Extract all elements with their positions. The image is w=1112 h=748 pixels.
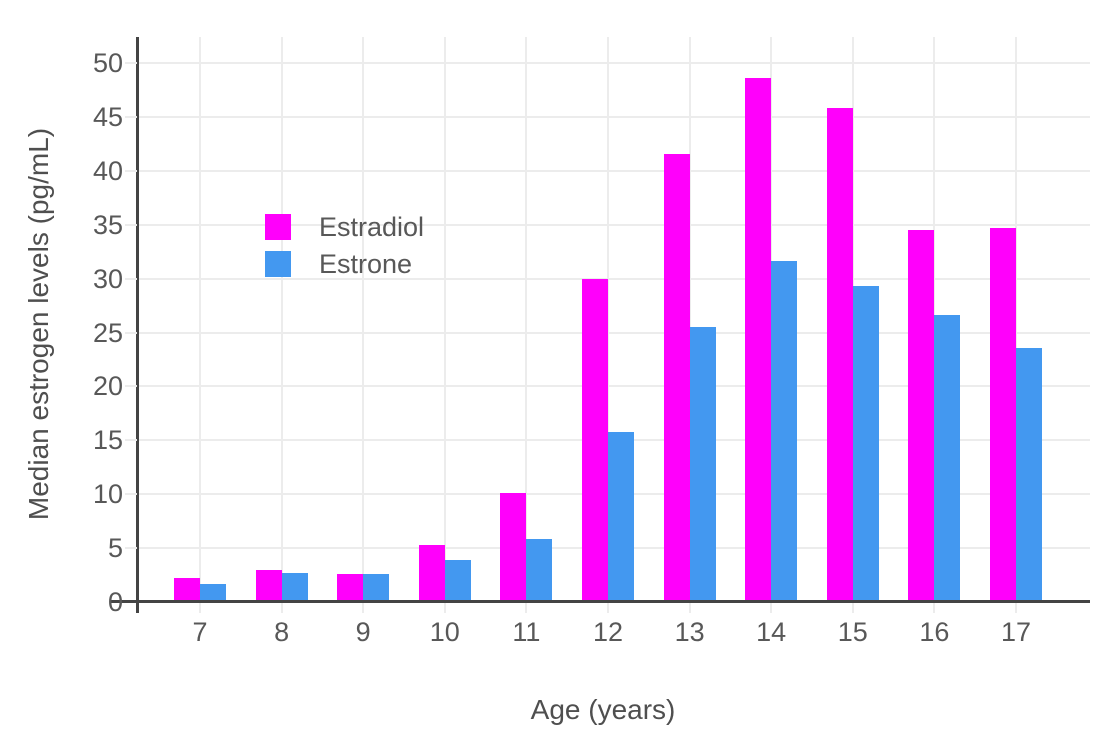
x-tick-label-17: 17	[1000, 617, 1032, 647]
x-axis-title: Age (years)	[530, 694, 676, 725]
bar-estrone-age-9	[363, 574, 390, 602]
x-tick-10	[443, 603, 446, 613]
legend-swatch-estradiol-icon	[265, 214, 291, 240]
bar-estrone-age-7	[200, 584, 226, 602]
x-tick-label-11: 11	[512, 617, 541, 647]
legend-item-estradiol: Estradiol	[265, 211, 425, 242]
y-tick-label-20: 20	[92, 371, 123, 402]
bar-estradiol-age-13	[663, 154, 690, 602]
bar-estrone-age-12	[608, 432, 634, 602]
bar-estradiol-age-9	[337, 574, 364, 602]
gridline-x-10	[443, 37, 446, 602]
x-tick-label-15: 15	[837, 617, 868, 647]
y-tick-label-50: 50	[92, 48, 123, 78]
bar-estrone-age-15	[852, 286, 879, 602]
legend: Estradiol Estrone	[265, 211, 425, 288]
legend-swatch-estrone-icon	[265, 251, 291, 277]
x-tick-label-9: 9	[355, 617, 371, 647]
gridline-y-45	[138, 115, 1090, 118]
x-tick-15	[851, 603, 854, 613]
y-tick-45	[125, 115, 137, 118]
y-tick-label-35: 35	[92, 209, 123, 240]
y-tick-label-10: 10	[92, 479, 123, 510]
y-tick-35	[125, 223, 137, 226]
y-tick-40	[125, 169, 137, 172]
bar-estradiol-age-14	[745, 78, 772, 602]
gridline-x-11	[525, 37, 528, 602]
bar-estrone-age-10	[444, 560, 471, 602]
y-tick-label-0: 0	[107, 587, 123, 617]
x-tick-17	[1015, 603, 1017, 613]
y-tick-30	[125, 277, 137, 280]
y-tick-10	[125, 493, 137, 496]
y-tick-label-15: 15	[92, 425, 123, 456]
legend-label-estradiol: Estradiol	[319, 211, 425, 242]
gridline-y-50	[138, 62, 1090, 64]
bar-estradiol-age-10	[418, 545, 445, 602]
gridline-y-35	[138, 223, 1090, 226]
gridline-y-20	[138, 385, 1090, 388]
gridline-x-17	[1015, 37, 1017, 602]
x-tick-label-14: 14	[756, 617, 787, 647]
x-tick-12	[607, 603, 609, 613]
legend-item-estrone: Estrone	[265, 248, 424, 279]
gridline-x-8	[280, 37, 283, 602]
bar-estradiol-age-16	[908, 230, 935, 602]
gridline-x-13	[688, 37, 691, 602]
bar-estrone-age-16	[934, 315, 961, 602]
x-axis-spine	[110, 600, 1090, 603]
gridline-x-12	[607, 37, 609, 602]
legend-label-estrone: Estrone	[319, 248, 413, 279]
bar-estrone-age-8	[281, 573, 308, 602]
y-tick-label-45: 45	[92, 101, 123, 132]
x-tick-label-12: 12	[592, 617, 624, 647]
x-tick-7	[199, 603, 201, 613]
x-tick-11	[525, 603, 528, 613]
x-tick-8	[280, 603, 283, 613]
gridline-x-7	[199, 37, 201, 602]
gridline-y-25	[138, 331, 1090, 334]
gridline-y-30	[138, 277, 1090, 280]
bar-estradiol-age-15	[826, 108, 853, 602]
bar-estrone-age-13	[689, 327, 716, 602]
y-tick-20	[125, 385, 137, 388]
y-tick-25	[125, 331, 137, 334]
bar-estradiol-age-17	[990, 228, 1016, 602]
x-tick-label-13: 13	[674, 617, 705, 647]
y-tick-50	[125, 62, 137, 64]
x-tick-16	[933, 603, 936, 613]
bar-estradiol-age-12	[582, 279, 608, 602]
bar-estradiol-age-7	[174, 578, 200, 602]
x-tick-label-7: 7	[192, 617, 208, 647]
y-tick-label-30: 30	[92, 263, 123, 294]
x-tick-14	[770, 603, 773, 613]
bar-estradiol-age-8	[255, 570, 282, 602]
x-tick-label-8: 8	[274, 617, 290, 647]
gridline-x-9	[362, 37, 365, 602]
y-tick-label-40: 40	[92, 155, 123, 186]
bar-estrone-age-17	[1016, 348, 1042, 602]
bar-estrone-age-14	[771, 261, 798, 602]
x-tick-9	[362, 603, 365, 613]
y-tick-label-25: 25	[92, 317, 123, 348]
bar-estrone-age-11	[526, 539, 553, 602]
x-tick-label-10: 10	[429, 617, 460, 647]
y-axis-spine	[136, 37, 139, 613]
gridline-y-40	[138, 169, 1090, 172]
bar-estradiol-age-11	[500, 493, 527, 602]
plot-area	[138, 37, 1090, 602]
y-tick-15	[125, 439, 137, 442]
y-tick-5	[125, 547, 137, 550]
y-tick-label-5: 5	[107, 533, 123, 564]
x-tick-label-16: 16	[919, 617, 950, 647]
x-tick-13	[688, 603, 691, 613]
